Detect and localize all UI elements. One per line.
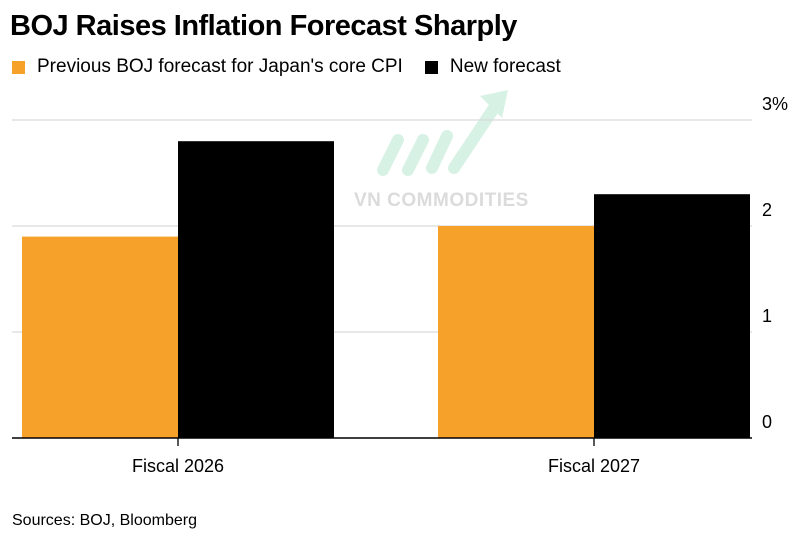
legend-label-new: New forecast [449,56,561,77]
legend-item-previous: Previous BOJ forecast for Japan's core C… [12,56,403,78]
bar-previous-fiscal-2027 [438,226,594,438]
bar-new-fiscal-2026 [178,141,334,438]
bar-previous-fiscal-2026 [22,236,178,438]
watermark-arrow-shaft [448,96,504,174]
y-tick-label: 1 [762,306,772,326]
chart-title: BOJ Raises Inflation Forecast Sharply [10,10,517,42]
watermark-stroke-1 [377,134,404,176]
legend-label-previous: Previous BOJ forecast for Japan's core C… [37,56,403,77]
y-tick-label: 3% [762,94,788,114]
bar-new-fiscal-2027 [594,194,750,438]
x-category-label: Fiscal 2026 [132,456,224,476]
watermark-stroke-2 [402,134,429,176]
axes: 0 1 2 3% Fiscal 2026 Fiscal 2027 [12,94,788,476]
bars [22,141,750,438]
legend: Previous BOJ forecast for Japan's core C… [12,56,583,78]
legend-swatch-new [424,60,438,74]
watermark-arrow-head [480,90,508,118]
y-tick-label: 0 [762,412,772,432]
x-category-label: Fiscal 2027 [548,456,640,476]
watermark-text: VN COMMODITIES [354,190,529,211]
watermark-logo: VN COMMODITIES [354,90,529,211]
source-note: Sources: BOJ, Bloomberg [12,512,197,529]
legend-item-new: New forecast [424,56,561,78]
legend-swatch-previous [12,60,25,74]
y-tick-label: 2 [762,200,772,220]
watermark-stroke-3 [426,130,453,174]
